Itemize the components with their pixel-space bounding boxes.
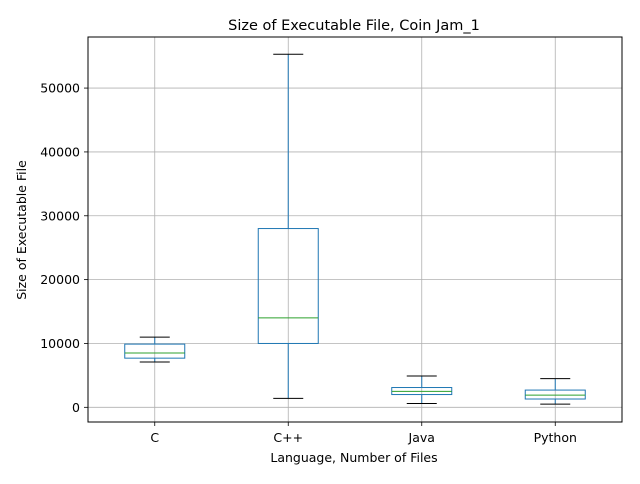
iqr-box [124,343,186,359]
x-tick-label: Java [408,430,435,445]
y-tick-label: 20000 [40,272,80,287]
box-c [124,336,186,363]
x-tick-label: C [150,430,159,445]
y-tick-label: 50000 [40,81,80,96]
x-axis-ticks: C C++ Java Python [150,422,577,445]
x-tick-label: C++ [273,430,303,445]
plot-area-frame [87,36,623,423]
y-tick-label: 40000 [40,144,80,159]
box-python [524,378,586,405]
grid-lines [88,37,622,422]
y-tick-label: 0 [72,400,80,415]
y-tick-label: 10000 [40,336,80,351]
chart-title: Size of Executable File, Coin Jam_1 [228,18,480,34]
iqr-box [524,389,586,400]
y-tick-label: 30000 [40,208,80,223]
box-java [391,375,453,404]
y-axis-ticks: 0 10000 20000 30000 40000 50000 [40,81,88,415]
x-axis-label: Language, Number of Files [270,450,437,465]
y-axis-label: Size of Executable File [14,160,29,300]
x-tick-label: Python [534,430,577,445]
boxes [124,53,586,405]
iqr-box [257,228,319,344]
box-cpp [257,53,319,399]
